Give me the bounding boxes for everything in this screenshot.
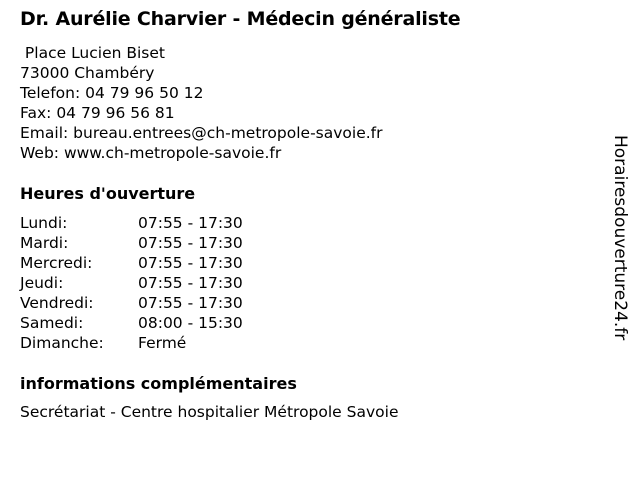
fax: Fax: 04 79 96 56 81 xyxy=(20,104,175,122)
extra-text: Secrétariat - Centre hospitalier Métropo… xyxy=(20,403,399,421)
time: 07:55 - 17:30 xyxy=(138,274,243,292)
time: 08:00 - 15:30 xyxy=(138,314,243,332)
time: 07:55 - 17:30 xyxy=(138,234,243,252)
time: 07:55 - 17:30 xyxy=(138,214,243,232)
city: 73000 Chambéry xyxy=(20,64,155,82)
watermark: Horairesdouverture24.fr xyxy=(610,135,630,341)
day: Jeudi: xyxy=(20,274,64,292)
day: Vendredi: xyxy=(20,294,94,312)
day: Lundi: xyxy=(20,214,68,232)
day: Mardi: xyxy=(20,234,69,252)
day: Samedi: xyxy=(20,314,84,332)
phone: Telefon: 04 79 96 50 12 xyxy=(20,84,204,102)
contact-block: Place Lucien Biset 73000 Chambéry Telefon:… xyxy=(20,43,383,163)
hours-table: Lundi: 07:55 - 17:30 Mardi: 07:55 - 17:30 … xyxy=(20,213,243,353)
day: Mercredi: xyxy=(20,254,93,272)
website: Web: www.ch-metropole-savoie.fr xyxy=(20,144,282,162)
hours-row: Dimanche: Fermé xyxy=(20,333,243,353)
page-title: Dr. Aurélie Charvier - Médecin généralis… xyxy=(20,8,461,30)
time: Fermé xyxy=(138,334,187,352)
day: Dimanche: xyxy=(20,334,104,352)
hours-row: Vendredi: 07:55 - 17:30 xyxy=(20,293,243,313)
hours-heading: Heures d'ouverture xyxy=(20,184,196,203)
street: Place Lucien Biset xyxy=(20,44,165,62)
email: Email: bureau.entrees@ch-metropole-savoi… xyxy=(20,124,383,142)
hours-row: Samedi: 08:00 - 15:30 xyxy=(20,313,243,333)
hours-row: Jeudi: 07:55 - 17:30 xyxy=(20,273,243,293)
hours-row: Mercredi: 07:55 - 17:30 xyxy=(20,253,243,273)
extra-heading: informations complémentaires xyxy=(20,374,297,393)
hours-row: Lundi: 07:55 - 17:30 xyxy=(20,213,243,233)
time: 07:55 - 17:30 xyxy=(138,294,243,312)
time: 07:55 - 17:30 xyxy=(138,254,243,272)
hours-row: Mardi: 07:55 - 17:30 xyxy=(20,233,243,253)
